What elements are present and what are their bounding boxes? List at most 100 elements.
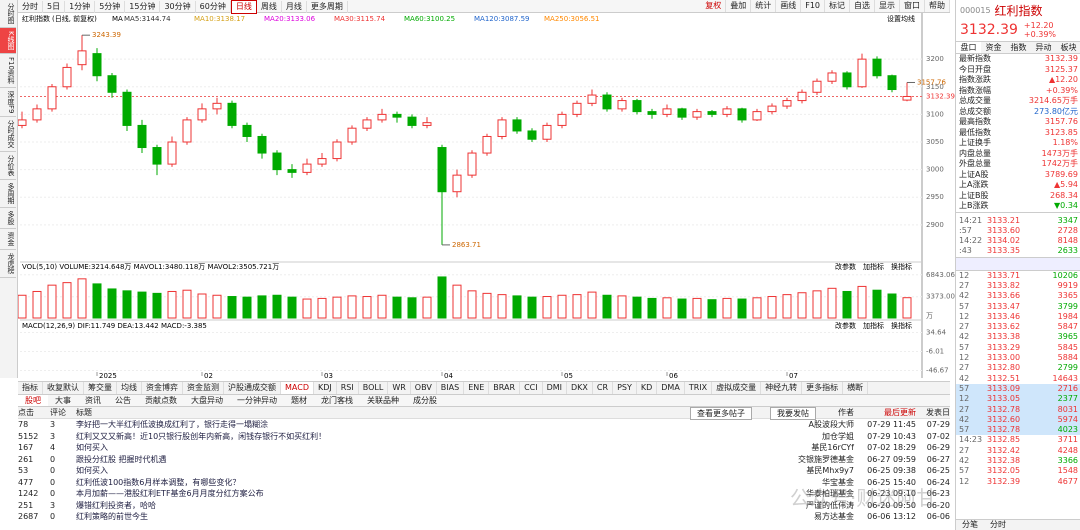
indicator-tab[interactable]: MACD	[281, 382, 314, 394]
period-tab[interactable]: 5分钟	[95, 1, 126, 13]
side-tab[interactable]: 资金	[0, 229, 16, 251]
quote-tab[interactable]: 盘口	[956, 42, 981, 53]
news-tab[interactable]: 大事	[55, 396, 71, 405]
x-tick-label: 05	[564, 372, 573, 380]
news-cell[interactable]: 本月加薪——港股红利ETF基金6月月度分红方案公布	[76, 489, 264, 498]
period-tab[interactable]: 周线	[257, 1, 282, 13]
news-cell[interactable]: 如何买入	[76, 466, 108, 475]
period-tab[interactable]: 15分钟	[125, 1, 161, 13]
period-tab[interactable]: 30分钟	[160, 1, 196, 13]
news-row: 53 0 如何买入 基民Mhx9y7 06-25 09:38 06-25	[18, 465, 950, 477]
news-tab[interactable]: 成分股	[413, 396, 437, 405]
candle-body	[107, 75, 117, 93]
indicator-tab[interactable]: CCI	[520, 382, 543, 394]
tool-button[interactable]: 自选	[850, 0, 875, 12]
indicator-tab[interactable]: DKX	[567, 382, 593, 394]
indicator-tab[interactable]: 收复默认	[43, 382, 84, 394]
tool-button[interactable]: 标记	[825, 0, 850, 12]
news-cell[interactable]: 跟投分红股 把握时代机遇	[76, 454, 167, 464]
quote-tab[interactable]: 板块	[1060, 43, 1077, 52]
side-tab[interactable]: 龙虎榜	[0, 250, 16, 279]
indicator-tab[interactable]: KDJ	[314, 382, 337, 394]
bottom-tab[interactable]: 分笔	[962, 520, 978, 529]
tool-button[interactable]: 窗口	[900, 0, 925, 12]
side-tab[interactable]: 分时成交	[0, 117, 16, 153]
side-tab[interactable]: 深度F9	[0, 88, 16, 118]
tool-button[interactable]: 叠加	[726, 0, 752, 12]
period-tab[interactable]: 60分钟	[196, 1, 231, 13]
side-tab[interactable]: 多周期	[0, 180, 16, 209]
news-cell[interactable]: 红利低波100指数6月样本调整，有哪些变化？	[76, 477, 241, 487]
indicator-tab[interactable]: OBV	[411, 382, 437, 394]
news-tab[interactable]: 资讯	[85, 396, 101, 405]
indicator-tab[interactable]: RSI	[337, 382, 359, 394]
quote-tab[interactable]: 资金	[985, 43, 1002, 52]
news-tab[interactable]: 大盘异动	[191, 396, 223, 405]
news-tab[interactable]: 一分钟异动	[237, 396, 277, 405]
news-cell[interactable]: 红利又又又新高！近10只银行股创年内新高，闲钱存银行不如买红利！	[76, 431, 327, 441]
indicator-tab[interactable]: BIAS	[437, 382, 465, 394]
indicator-tab[interactable]: BOLL	[359, 382, 389, 394]
period-tab[interactable]: 1分钟	[65, 1, 96, 13]
indicator-tab[interactable]: DMA	[657, 382, 685, 394]
side-tab[interactable]: 多股	[0, 208, 16, 230]
indicator-tab[interactable]: BRAR	[489, 382, 521, 394]
side-tab[interactable]: K线图	[0, 28, 16, 54]
indicator-tab[interactable]: 神经九转	[761, 382, 803, 394]
news-tab[interactable]: 关联品种	[367, 396, 399, 405]
period-tab[interactable]: 日线	[230, 0, 257, 14]
bottom-tab[interactable]: 分时	[990, 520, 1006, 529]
quote-tab[interactable]: 异动	[1035, 43, 1052, 52]
tool-button[interactable]: F10	[801, 0, 825, 12]
candle-body	[677, 108, 687, 118]
tool-button[interactable]: 统计	[751, 0, 777, 12]
news-tab[interactable]: 公告	[115, 396, 131, 405]
indicator-tab[interactable]: 虚拟成交量	[712, 382, 762, 394]
period-tab[interactable]: 5日	[43, 1, 66, 13]
indicator-tab[interactable]: 资金监测	[183, 382, 224, 394]
indicator-tab[interactable]: KD	[637, 382, 658, 394]
indicator-tab[interactable]: 均线	[117, 382, 142, 394]
candle-body	[602, 94, 612, 110]
vol-tick-label: 3373.00	[926, 293, 955, 301]
tick-volume: 3347	[1057, 215, 1078, 225]
period-tab[interactable]: 更多周期	[307, 1, 348, 13]
indicator-tab[interactable]: 横断	[843, 382, 869, 394]
news-tab[interactable]: 题材	[291, 396, 307, 405]
indicator-tab[interactable]: WR	[388, 382, 411, 394]
news-cell[interactable]: 红利策略的前世今生	[76, 512, 148, 521]
tool-button[interactable]: 画线	[776, 0, 802, 12]
news-tab[interactable]: 贡献点数	[145, 396, 177, 405]
tick-row: 27 3133.82 9919	[956, 281, 1080, 291]
volume-bar	[392, 296, 402, 319]
news-tab[interactable]: 龙门客栈	[321, 396, 353, 405]
indicator-tab[interactable]: ENE	[464, 382, 490, 394]
side-tab[interactable]: F10资料	[0, 54, 16, 88]
side-tab[interactable]: 分价表	[0, 152, 16, 181]
side-tab[interactable]: 分时图	[0, 0, 16, 28]
y-tick-label: 3100	[926, 110, 944, 118]
news-cell[interactable]: 李好把一大半红利低波换成红利了，银行走得一塌糊涂	[76, 420, 268, 429]
news-cell[interactable]: 如何买入	[76, 443, 108, 452]
indicator-tab[interactable]: TRIX	[685, 382, 713, 394]
panel-tool: 加指标	[863, 262, 884, 271]
indicator-tab[interactable]: 指标	[18, 382, 43, 394]
indicator-tab[interactable]: 资金博弈	[142, 382, 183, 394]
indicator-tab[interactable]: PSY	[613, 382, 637, 394]
quote-tab[interactable]: 指数	[1010, 43, 1027, 52]
indicator-tab[interactable]: 沪股通成交额	[224, 382, 281, 394]
period-tab[interactable]: 分时	[18, 1, 43, 13]
news-button[interactable]: 我要发帖	[770, 407, 816, 420]
tool-button[interactable]: 显示	[875, 0, 900, 12]
tool-button[interactable]: 复权	[701, 0, 727, 12]
indicator-tab[interactable]: 更多指标	[802, 382, 844, 394]
period-tab[interactable]: 月线	[282, 1, 307, 13]
tool-button[interactable]: 帮助	[925, 0, 950, 12]
panel-tool: 加指标	[863, 321, 884, 330]
indicator-tab[interactable]: 筹交量	[84, 382, 117, 394]
news-button[interactable]: 查看更多帖子	[690, 407, 752, 420]
indicator-tab[interactable]: CR	[593, 382, 614, 394]
news-tab[interactable]: 股吧	[18, 395, 48, 406]
indicator-tab[interactable]: DMI	[543, 382, 568, 394]
news-cell[interactable]: 爆错红利投资者，哈哈	[76, 500, 156, 510]
